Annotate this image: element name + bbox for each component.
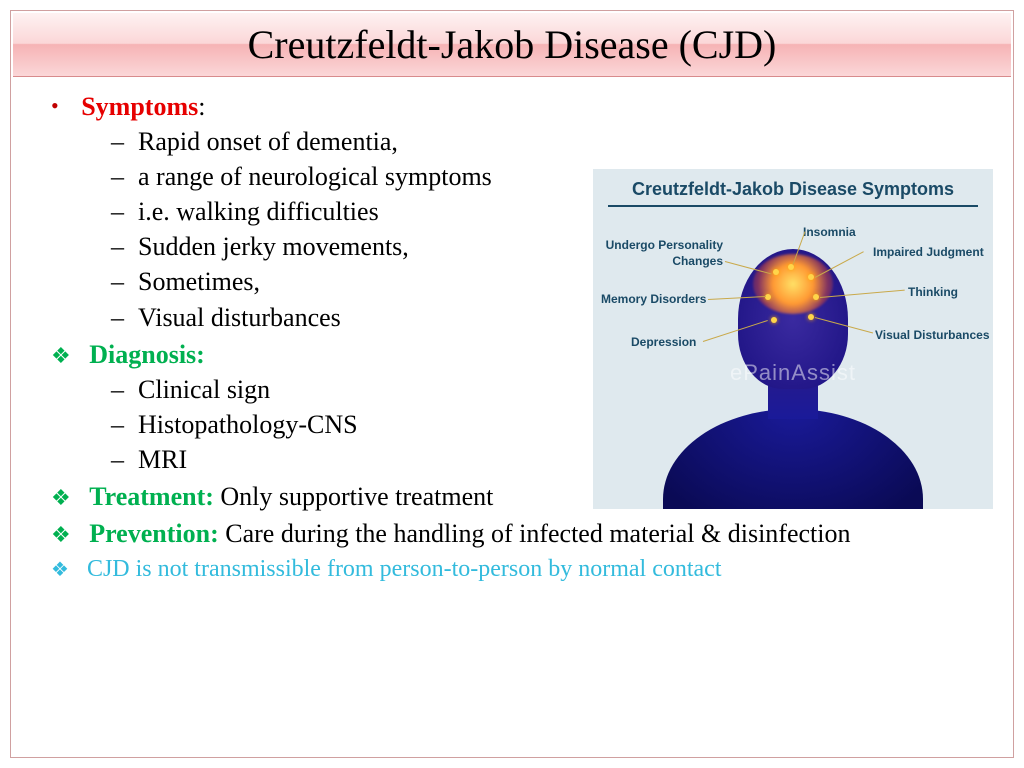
infographic-title: Creutzfeldt-Jakob Disease Symptoms <box>608 169 978 207</box>
section-prevention: Prevention: Care during the handling of … <box>51 516 983 551</box>
section-note: CJD is not transmissible from person-to-… <box>51 553 983 585</box>
diagnosis-header: Diagnosis: <box>89 340 205 369</box>
prevention-text: Care during the handling of infected mat… <box>219 519 851 548</box>
symptom-item: Rapid onset of dementia, <box>111 124 983 159</box>
prevention-header: Prevention: <box>89 519 219 548</box>
note-text: CJD is not transmissible from person-to-… <box>87 556 722 582</box>
ig-label-personality: Undergo Personality Changes <box>603 237 723 269</box>
slide-content: Symptoms: Rapid onset of dementia, a ran… <box>11 79 1013 598</box>
ig-label-insomnia: Insomnia <box>803 224 856 240</box>
symptoms-header: Symptoms <box>81 92 198 121</box>
slide-title: Creutzfeldt-Jakob Disease (CJD) <box>13 21 1011 68</box>
symptoms-infographic: Creutzfeldt-Jakob Disease Symptoms Insom… <box>593 169 993 509</box>
watermark: ePainAssist <box>730 358 856 388</box>
treatment-header: Treatment: <box>89 482 214 511</box>
ig-label-memory: Memory Disorders <box>601 291 706 307</box>
title-bar: Creutzfeldt-Jakob Disease (CJD) <box>13 13 1011 77</box>
ig-label-depression: Depression <box>631 334 696 350</box>
treatment-text: Only supportive treatment <box>214 482 493 511</box>
ig-label-impaired: Impaired Judgment <box>873 244 984 260</box>
slide-frame: Creutzfeldt-Jakob Disease (CJD) Symptoms… <box>10 10 1014 758</box>
ig-label-visual: Visual Disturbances <box>875 327 990 343</box>
ig-label-thinking: Thinking <box>908 284 958 300</box>
